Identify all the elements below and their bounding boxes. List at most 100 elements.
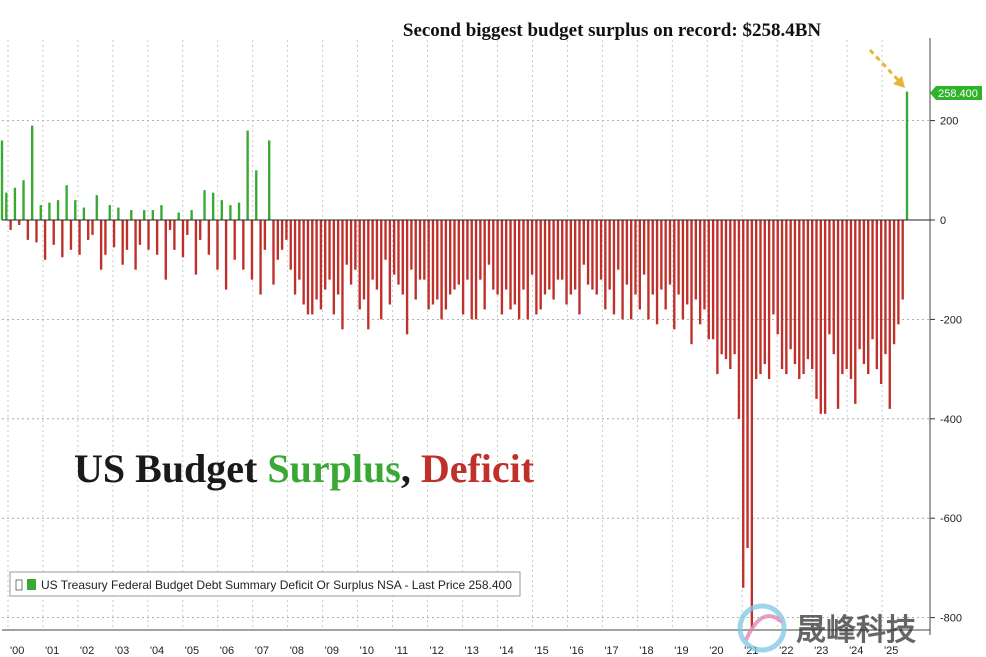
deficit-bar bbox=[362, 220, 366, 300]
deficit-bar bbox=[867, 220, 870, 375]
deficit-bar bbox=[811, 220, 814, 370]
deficit-bar bbox=[673, 220, 676, 330]
deficit-bar bbox=[819, 220, 822, 414]
deficit-bar bbox=[621, 220, 624, 320]
deficit-bar bbox=[155, 220, 159, 255]
deficit-bar bbox=[341, 220, 344, 330]
x-tick-label: '24 bbox=[849, 645, 863, 657]
deficit-bar bbox=[276, 220, 279, 260]
deficit-bar bbox=[884, 220, 887, 355]
deficit-bar bbox=[716, 220, 719, 375]
deficit-bar bbox=[681, 220, 685, 320]
deficit-bar bbox=[556, 220, 560, 280]
deficit-bar bbox=[181, 220, 185, 258]
surplus-bar bbox=[220, 200, 223, 220]
deficit-bar bbox=[586, 220, 590, 285]
deficit-bar bbox=[431, 220, 435, 305]
deficit-bar bbox=[750, 220, 754, 628]
deficit-bar bbox=[414, 220, 417, 300]
deficit-bar bbox=[561, 220, 564, 280]
last-price-tag: 258.400 bbox=[930, 86, 982, 100]
x-tick-label: '23 bbox=[814, 645, 828, 657]
deficit-bar bbox=[43, 220, 47, 260]
x-tick-label: '06 bbox=[220, 645, 234, 657]
deficit-bar bbox=[87, 220, 90, 240]
deficit-bar bbox=[444, 220, 448, 310]
deficit-bar bbox=[285, 220, 288, 240]
deficit-bar bbox=[418, 220, 422, 280]
deficit-bar bbox=[655, 220, 659, 325]
deficit-bar bbox=[578, 220, 581, 315]
deficit-bar bbox=[332, 220, 336, 315]
surplus-bar bbox=[65, 185, 68, 220]
deficit-bar bbox=[802, 220, 805, 375]
deficit-bar bbox=[595, 220, 598, 295]
deficit-bar bbox=[759, 220, 762, 375]
surplus-bar bbox=[82, 207, 86, 220]
deficit-bar bbox=[319, 220, 323, 310]
deficit-bar bbox=[836, 220, 840, 409]
x-tick-label: '17 bbox=[604, 645, 618, 657]
deficit-bar bbox=[509, 220, 512, 310]
deficit-bar bbox=[548, 220, 551, 290]
bars bbox=[0, 91, 909, 628]
deficit-bar bbox=[806, 220, 810, 360]
y-tick-label: -600 bbox=[940, 513, 962, 525]
deficit-bar bbox=[423, 220, 426, 280]
deficit-bar bbox=[147, 220, 150, 250]
deficit-bar bbox=[517, 220, 521, 320]
deficit-bar bbox=[677, 220, 680, 295]
deficit-bar bbox=[698, 220, 702, 325]
title-part-us-budget: US Budget bbox=[74, 446, 267, 491]
surplus-bar bbox=[0, 140, 4, 220]
deficit-bar bbox=[466, 220, 469, 280]
deficit-bar bbox=[358, 220, 361, 310]
deficit-bar bbox=[707, 220, 710, 340]
surplus-bar bbox=[203, 190, 206, 220]
deficit-bar bbox=[500, 220, 504, 315]
surplus-bar bbox=[151, 210, 155, 220]
x-tick-label: '16 bbox=[569, 645, 583, 657]
deficit-bar bbox=[686, 220, 689, 305]
y-tick-label: -200 bbox=[940, 314, 962, 326]
deficit-bar bbox=[354, 220, 357, 270]
deficit-bar bbox=[599, 220, 603, 280]
deficit-bar bbox=[26, 220, 30, 240]
y-axis-labels: 200 0 -200 -400 -600 -800 bbox=[940, 116, 962, 625]
watermark-logo-icon bbox=[737, 603, 787, 653]
deficit-bar bbox=[888, 220, 891, 409]
legend-label: US Treasury Federal Budget Debt Summary … bbox=[41, 578, 512, 592]
deficit-bar bbox=[711, 220, 715, 340]
watermark: 晟峰科技 bbox=[737, 603, 916, 653]
deficit-bar bbox=[112, 220, 116, 248]
deficit-bar bbox=[302, 220, 305, 305]
deficit-bar bbox=[242, 220, 245, 270]
surplus-bar bbox=[229, 205, 232, 220]
deficit-bar bbox=[858, 220, 861, 350]
x-tick-label: '02 bbox=[80, 645, 94, 657]
y-tick-label: 200 bbox=[940, 116, 958, 128]
deficit-bar bbox=[522, 220, 525, 290]
deficit-bar bbox=[306, 220, 310, 315]
y-tick-label: -800 bbox=[940, 613, 962, 625]
deficit-bar bbox=[573, 220, 577, 290]
y-tick-label: 0 bbox=[940, 215, 946, 227]
deficit-bar bbox=[470, 220, 473, 320]
x-tick-label: '04 bbox=[150, 645, 164, 657]
annotation-arrow-line bbox=[868, 48, 902, 84]
deficit-bar bbox=[134, 220, 137, 270]
surplus-bar bbox=[22, 180, 25, 220]
surplus-bar bbox=[74, 200, 77, 220]
deficit-bar bbox=[164, 220, 167, 280]
x-tick-label: '25 bbox=[884, 645, 898, 657]
surplus-bar bbox=[130, 210, 133, 220]
axes bbox=[2, 38, 935, 635]
deficit-bar bbox=[371, 220, 374, 280]
deficit-bar bbox=[349, 220, 353, 285]
deficit-bar bbox=[668, 220, 672, 285]
deficit-bar bbox=[18, 220, 21, 225]
deficit-bar bbox=[513, 220, 517, 305]
deficit-bar bbox=[543, 220, 547, 295]
deficit-bar bbox=[440, 220, 443, 320]
deficit-bar bbox=[785, 220, 788, 375]
